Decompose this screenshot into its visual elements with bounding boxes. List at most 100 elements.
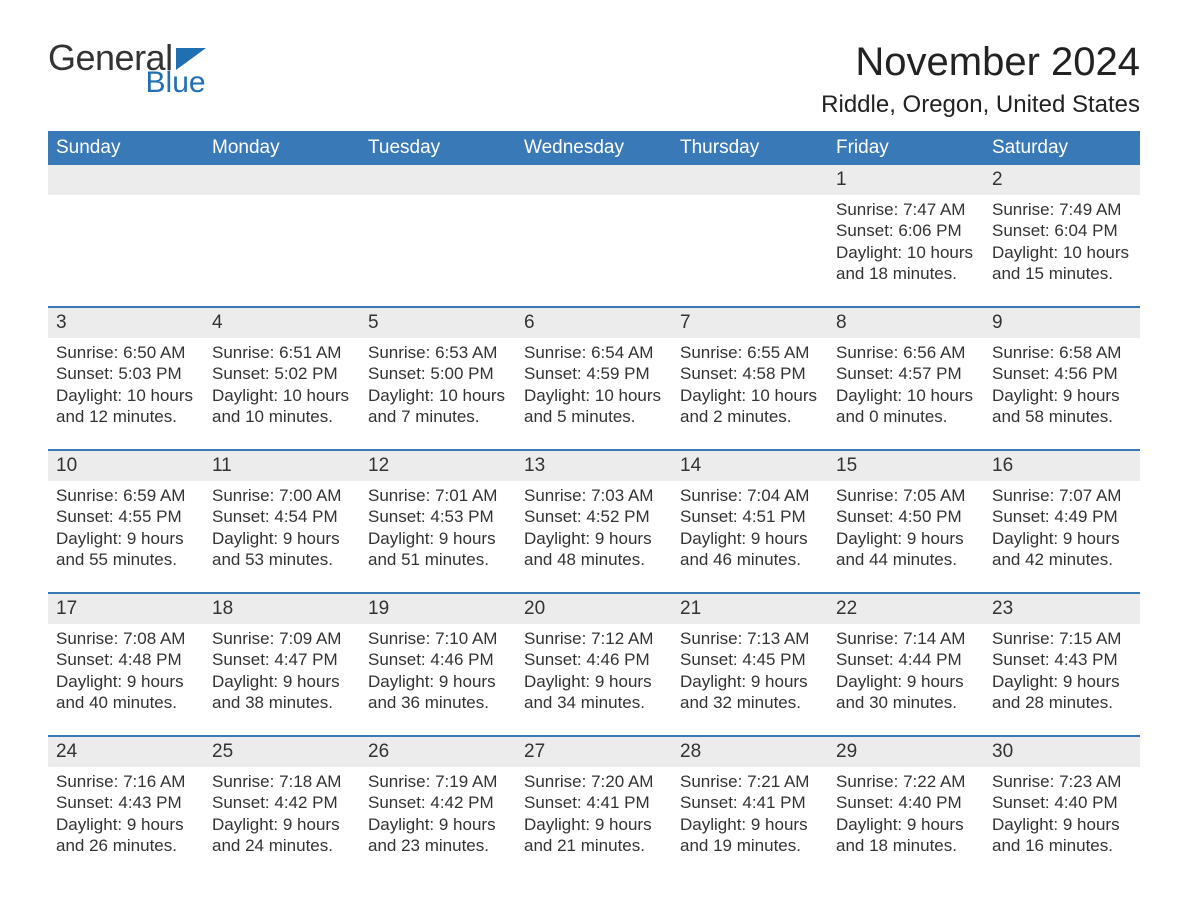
day-body <box>48 195 204 306</box>
day-sunrise: Sunrise: 7:47 AM <box>836 199 976 220</box>
days-of-week-header: Sunday Monday Tuesday Wednesday Thursday… <box>48 131 1140 165</box>
day-daylight1: Daylight: 9 hours <box>836 671 976 692</box>
day-sunrise: Sunrise: 6:59 AM <box>56 485 196 506</box>
day-number <box>360 165 516 195</box>
day-number: 27 <box>516 737 672 767</box>
day-sunset: Sunset: 4:55 PM <box>56 506 196 527</box>
day-number: 15 <box>828 451 984 481</box>
dow-saturday: Saturday <box>984 131 1140 165</box>
page-subtitle: Riddle, Oregon, United States <box>821 91 1140 119</box>
day-daylight1: Daylight: 9 hours <box>56 671 196 692</box>
day-daylight1: Daylight: 9 hours <box>524 814 664 835</box>
day-sunset: Sunset: 4:40 PM <box>992 792 1132 813</box>
day-daylight2: and 34 minutes. <box>524 692 664 713</box>
day-daylight1: Daylight: 9 hours <box>680 528 820 549</box>
day-sunset: Sunset: 4:48 PM <box>56 649 196 670</box>
day-sunset: Sunset: 4:49 PM <box>992 506 1132 527</box>
day-number: 9 <box>984 308 1140 338</box>
day-sunrise: Sunrise: 7:22 AM <box>836 771 976 792</box>
week-daynum-row: 3456789 <box>48 306 1140 338</box>
calendar: Sunday Monday Tuesday Wednesday Thursday… <box>48 131 1140 878</box>
day-daylight1: Daylight: 9 hours <box>524 671 664 692</box>
day-daylight2: and 21 minutes. <box>524 835 664 856</box>
day-body: Sunrise: 7:01 AMSunset: 4:53 PMDaylight:… <box>360 481 516 592</box>
day-daylight1: Daylight: 9 hours <box>680 814 820 835</box>
week-body-row: Sunrise: 6:50 AMSunset: 5:03 PMDaylight:… <box>48 338 1140 449</box>
day-body: Sunrise: 7:13 AMSunset: 4:45 PMDaylight:… <box>672 624 828 735</box>
day-number: 25 <box>204 737 360 767</box>
day-sunrise: Sunrise: 7:23 AM <box>992 771 1132 792</box>
day-sunrise: Sunrise: 6:50 AM <box>56 342 196 363</box>
day-daylight2: and 26 minutes. <box>56 835 196 856</box>
day-daylight1: Daylight: 9 hours <box>680 671 820 692</box>
logo: General Blue <box>48 40 206 98</box>
day-daylight2: and 15 minutes. <box>992 263 1132 284</box>
day-sunrise: Sunrise: 7:10 AM <box>368 628 508 649</box>
day-sunset: Sunset: 4:53 PM <box>368 506 508 527</box>
day-sunrise: Sunrise: 7:00 AM <box>212 485 352 506</box>
day-sunrise: Sunrise: 7:49 AM <box>992 199 1132 220</box>
day-sunset: Sunset: 4:43 PM <box>56 792 196 813</box>
day-body: Sunrise: 7:08 AMSunset: 4:48 PMDaylight:… <box>48 624 204 735</box>
weeks-container: 12Sunrise: 7:47 AMSunset: 6:06 PMDayligh… <box>48 165 1140 878</box>
day-daylight1: Daylight: 10 hours <box>56 385 196 406</box>
day-number: 10 <box>48 451 204 481</box>
day-daylight2: and 53 minutes. <box>212 549 352 570</box>
day-daylight2: and 46 minutes. <box>680 549 820 570</box>
day-sunrise: Sunrise: 7:12 AM <box>524 628 664 649</box>
day-sunset: Sunset: 4:59 PM <box>524 363 664 384</box>
day-number: 20 <box>516 594 672 624</box>
day-sunrise: Sunrise: 7:20 AM <box>524 771 664 792</box>
page-title: November 2024 <box>821 40 1140 85</box>
day-daylight2: and 24 minutes. <box>212 835 352 856</box>
day-sunset: Sunset: 4:43 PM <box>992 649 1132 670</box>
day-sunrise: Sunrise: 7:19 AM <box>368 771 508 792</box>
day-body: Sunrise: 7:49 AMSunset: 6:04 PMDaylight:… <box>984 195 1140 306</box>
day-sunrise: Sunrise: 7:07 AM <box>992 485 1132 506</box>
day-daylight1: Daylight: 9 hours <box>836 814 976 835</box>
day-daylight2: and 44 minutes. <box>836 549 976 570</box>
day-number: 21 <box>672 594 828 624</box>
page: General Blue November 2024 Riddle, Orego… <box>0 0 1188 918</box>
day-daylight2: and 28 minutes. <box>992 692 1132 713</box>
day-sunset: Sunset: 4:45 PM <box>680 649 820 670</box>
day-body: Sunrise: 7:00 AMSunset: 4:54 PMDaylight:… <box>204 481 360 592</box>
day-sunset: Sunset: 4:52 PM <box>524 506 664 527</box>
day-daylight1: Daylight: 10 hours <box>368 385 508 406</box>
day-sunrise: Sunrise: 6:51 AM <box>212 342 352 363</box>
day-body: Sunrise: 7:05 AMSunset: 4:50 PMDaylight:… <box>828 481 984 592</box>
day-daylight2: and 48 minutes. <box>524 549 664 570</box>
day-sunrise: Sunrise: 6:53 AM <box>368 342 508 363</box>
day-body: Sunrise: 6:51 AMSunset: 5:02 PMDaylight:… <box>204 338 360 449</box>
day-daylight2: and 58 minutes. <box>992 406 1132 427</box>
day-body <box>672 195 828 306</box>
day-number: 14 <box>672 451 828 481</box>
header-right: November 2024 Riddle, Oregon, United Sta… <box>821 40 1140 119</box>
day-body: Sunrise: 7:18 AMSunset: 4:42 PMDaylight:… <box>204 767 360 878</box>
day-number: 3 <box>48 308 204 338</box>
day-number: 23 <box>984 594 1140 624</box>
day-body: Sunrise: 6:59 AMSunset: 4:55 PMDaylight:… <box>48 481 204 592</box>
day-sunrise: Sunrise: 6:58 AM <box>992 342 1132 363</box>
logo-word-blue: Blue <box>146 68 206 98</box>
day-daylight2: and 42 minutes. <box>992 549 1132 570</box>
day-body <box>204 195 360 306</box>
day-daylight1: Daylight: 9 hours <box>56 528 196 549</box>
day-number: 24 <box>48 737 204 767</box>
day-sunrise: Sunrise: 7:21 AM <box>680 771 820 792</box>
day-daylight1: Daylight: 10 hours <box>524 385 664 406</box>
day-sunset: Sunset: 4:44 PM <box>836 649 976 670</box>
day-daylight2: and 5 minutes. <box>524 406 664 427</box>
week-daynum-row: 24252627282930 <box>48 735 1140 767</box>
day-daylight1: Daylight: 9 hours <box>212 814 352 835</box>
day-body: Sunrise: 7:12 AMSunset: 4:46 PMDaylight:… <box>516 624 672 735</box>
day-sunset: Sunset: 5:03 PM <box>56 363 196 384</box>
header: General Blue November 2024 Riddle, Orego… <box>48 40 1140 119</box>
day-number: 16 <box>984 451 1140 481</box>
day-number: 22 <box>828 594 984 624</box>
day-number: 1 <box>828 165 984 195</box>
day-sunrise: Sunrise: 7:13 AM <box>680 628 820 649</box>
day-sunrise: Sunrise: 7:01 AM <box>368 485 508 506</box>
day-sunset: Sunset: 6:06 PM <box>836 220 976 241</box>
day-sunset: Sunset: 4:46 PM <box>368 649 508 670</box>
